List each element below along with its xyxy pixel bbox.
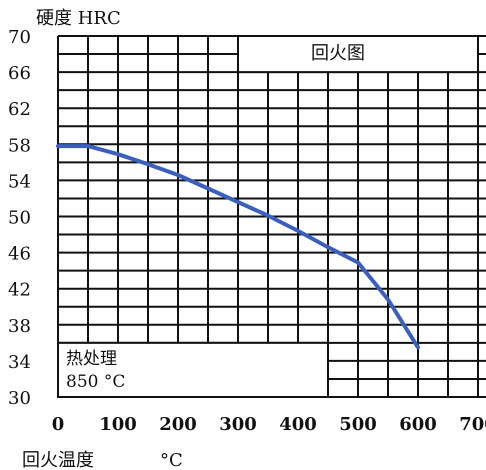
x-tick-label: 100 [99, 414, 137, 435]
treatment-temperature: 850 °C [66, 372, 125, 392]
y-tick-label: 66 [8, 63, 31, 84]
y-tick-label: 54 [8, 171, 31, 192]
chart-series-layer [56, 144, 420, 350]
x-tick-label: 0 [52, 414, 65, 435]
x-tick-label: 600 [399, 414, 437, 435]
x-tick-label: 200 [159, 414, 197, 435]
treatment-label: 热处理 [66, 349, 117, 369]
y-tick-label: 42 [8, 280, 31, 301]
y-tick-label: 62 [8, 99, 31, 120]
x-tick-label: 300 [219, 414, 257, 435]
x-tick-label: 500 [339, 414, 377, 435]
x-axis-label: 回火温度 [22, 450, 94, 470]
y-tick-label: 46 [8, 244, 31, 265]
treatment-box [57, 341, 329, 399]
y-tick-label: 30 [8, 388, 31, 409]
y-axis-label: 硬度 HRC [36, 8, 121, 29]
hardness-curve [56, 144, 420, 350]
y-tick-label: 58 [8, 135, 31, 156]
x-axis-unit: °C [160, 450, 183, 470]
y-tick-label: 50 [8, 208, 31, 229]
x-tick-label: 700 [459, 414, 486, 435]
y-tick-label: 38 [8, 316, 31, 337]
x-tick-label: 400 [279, 414, 317, 435]
y-tick-label: 34 [8, 352, 31, 373]
inset-title-box [237, 35, 479, 74]
y-tick-label: 70 [8, 27, 31, 48]
inset-title: 回火图 [311, 43, 365, 64]
